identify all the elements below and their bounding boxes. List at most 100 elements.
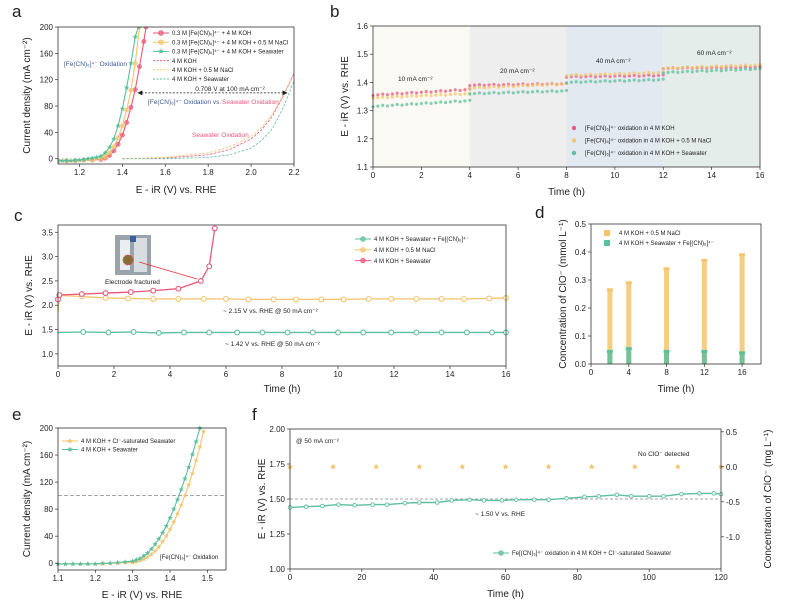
data-point xyxy=(76,157,83,163)
data-point xyxy=(700,69,704,73)
y-right-axis-label: Concentration of ClO⁻ (mg L⁻¹) xyxy=(763,430,774,569)
data-point xyxy=(390,103,394,107)
data-point xyxy=(414,94,419,99)
data-point xyxy=(70,561,76,567)
data-point xyxy=(482,83,486,88)
data-point xyxy=(360,329,367,336)
y-axis-label: E - iR (V) vs. RHE xyxy=(24,255,35,336)
series-line xyxy=(58,27,141,162)
data-point xyxy=(92,561,98,567)
data-point xyxy=(175,295,182,302)
data-point xyxy=(482,86,486,90)
y-tick-label: 0.4 xyxy=(575,248,587,257)
data-point xyxy=(270,296,277,303)
legend-label: [Fe(CN)₆]⁴⁻ oxidation in 4 M KOH xyxy=(585,125,675,132)
data-point xyxy=(102,150,108,156)
legend-marker xyxy=(604,230,610,236)
series-group xyxy=(58,27,294,164)
data-point xyxy=(417,500,422,505)
data-point xyxy=(381,92,385,96)
bar-cap xyxy=(606,288,613,292)
current-region xyxy=(469,26,567,167)
data-point xyxy=(453,92,457,96)
data-point xyxy=(206,263,213,270)
x-tick-label: 8 xyxy=(280,370,285,379)
data-point xyxy=(596,493,602,499)
data-point xyxy=(115,141,121,147)
data-point xyxy=(133,557,140,563)
data-point xyxy=(697,491,702,496)
data-point xyxy=(497,85,501,89)
bar xyxy=(739,352,745,364)
data-point xyxy=(81,156,87,162)
y-tick-label: 1.75 xyxy=(269,460,285,469)
data-point xyxy=(531,83,535,87)
x-tick-label: 0 xyxy=(56,370,61,379)
data-point xyxy=(589,72,593,76)
data-point xyxy=(540,83,544,87)
data-point xyxy=(156,536,162,542)
bar-cap xyxy=(625,281,632,285)
data-point xyxy=(370,502,375,507)
data-point xyxy=(632,73,636,77)
series-line xyxy=(122,72,294,160)
clo-star xyxy=(631,463,638,470)
data-point xyxy=(540,90,544,94)
data-point xyxy=(293,296,299,303)
data-point xyxy=(141,556,147,562)
data-point xyxy=(102,154,108,160)
panel-letter: b xyxy=(330,2,339,21)
data-point xyxy=(156,544,162,550)
data-point xyxy=(234,329,241,336)
data-point xyxy=(390,92,394,96)
y-axis-label: E - iR (V) vs. RHE xyxy=(340,56,351,137)
y-tick-label: 160 xyxy=(40,451,54,460)
x-tick-label: 1.2 xyxy=(90,574,102,583)
data-point xyxy=(463,88,467,92)
data-point xyxy=(564,496,569,501)
data-point xyxy=(448,100,452,104)
legend-label: 4 M KOH + Seawater xyxy=(81,448,138,454)
y-tick-label: 1.1 xyxy=(357,163,369,172)
data-point xyxy=(656,78,661,82)
data-point xyxy=(405,102,409,106)
legend-label: 4 M KOH + 0.5 M NaCl xyxy=(172,68,234,74)
x-tick-label: 1.5 xyxy=(202,574,214,583)
data-point xyxy=(72,157,78,163)
data-point xyxy=(603,72,607,76)
data-point xyxy=(676,70,680,75)
data-point xyxy=(560,82,564,86)
legend-marker xyxy=(571,150,577,156)
y-tick-label: 1.00 xyxy=(269,565,285,574)
x-tick-label: 20 xyxy=(357,573,366,582)
data-point xyxy=(150,287,157,294)
bar-cap xyxy=(739,253,746,257)
data-point xyxy=(62,561,69,567)
data-point xyxy=(125,295,131,302)
annotation-compare: [Fe(CN)₆]⁴⁻ Oxidation vs. xyxy=(148,99,221,106)
data-point xyxy=(487,83,491,87)
current-density-label: 20 mA cm⁻² xyxy=(500,68,535,75)
data-point xyxy=(642,71,646,75)
data-point xyxy=(124,120,130,125)
x-tick-label: 10 xyxy=(334,370,343,379)
data-point xyxy=(637,74,641,78)
legend-label: [Fe(CN)₆]⁴⁻ oxidation in 4 M KOH + 0.5 M… xyxy=(585,138,711,145)
legend-marker xyxy=(360,247,366,253)
data-point xyxy=(59,157,65,163)
photo-cell xyxy=(134,238,147,272)
x-tick-label: 2.0 xyxy=(246,168,258,177)
y-tick-label: 3.5 xyxy=(42,228,54,237)
data-point xyxy=(365,295,372,302)
data-point xyxy=(651,71,656,75)
data-point xyxy=(413,295,420,302)
annotation-compare-seawater: Seawater Oxidation xyxy=(222,99,279,106)
data-point xyxy=(555,89,559,94)
bar-cap xyxy=(739,351,746,355)
x-tick-label: 2.2 xyxy=(288,168,300,177)
x-tick-label: 1.6 xyxy=(160,168,172,177)
legend-label: 4 M KOH + Seawater xyxy=(172,77,229,83)
x-tick-label: 4 xyxy=(168,370,173,379)
y-tick-label: 0.5 xyxy=(575,220,587,229)
data-point xyxy=(613,79,617,83)
